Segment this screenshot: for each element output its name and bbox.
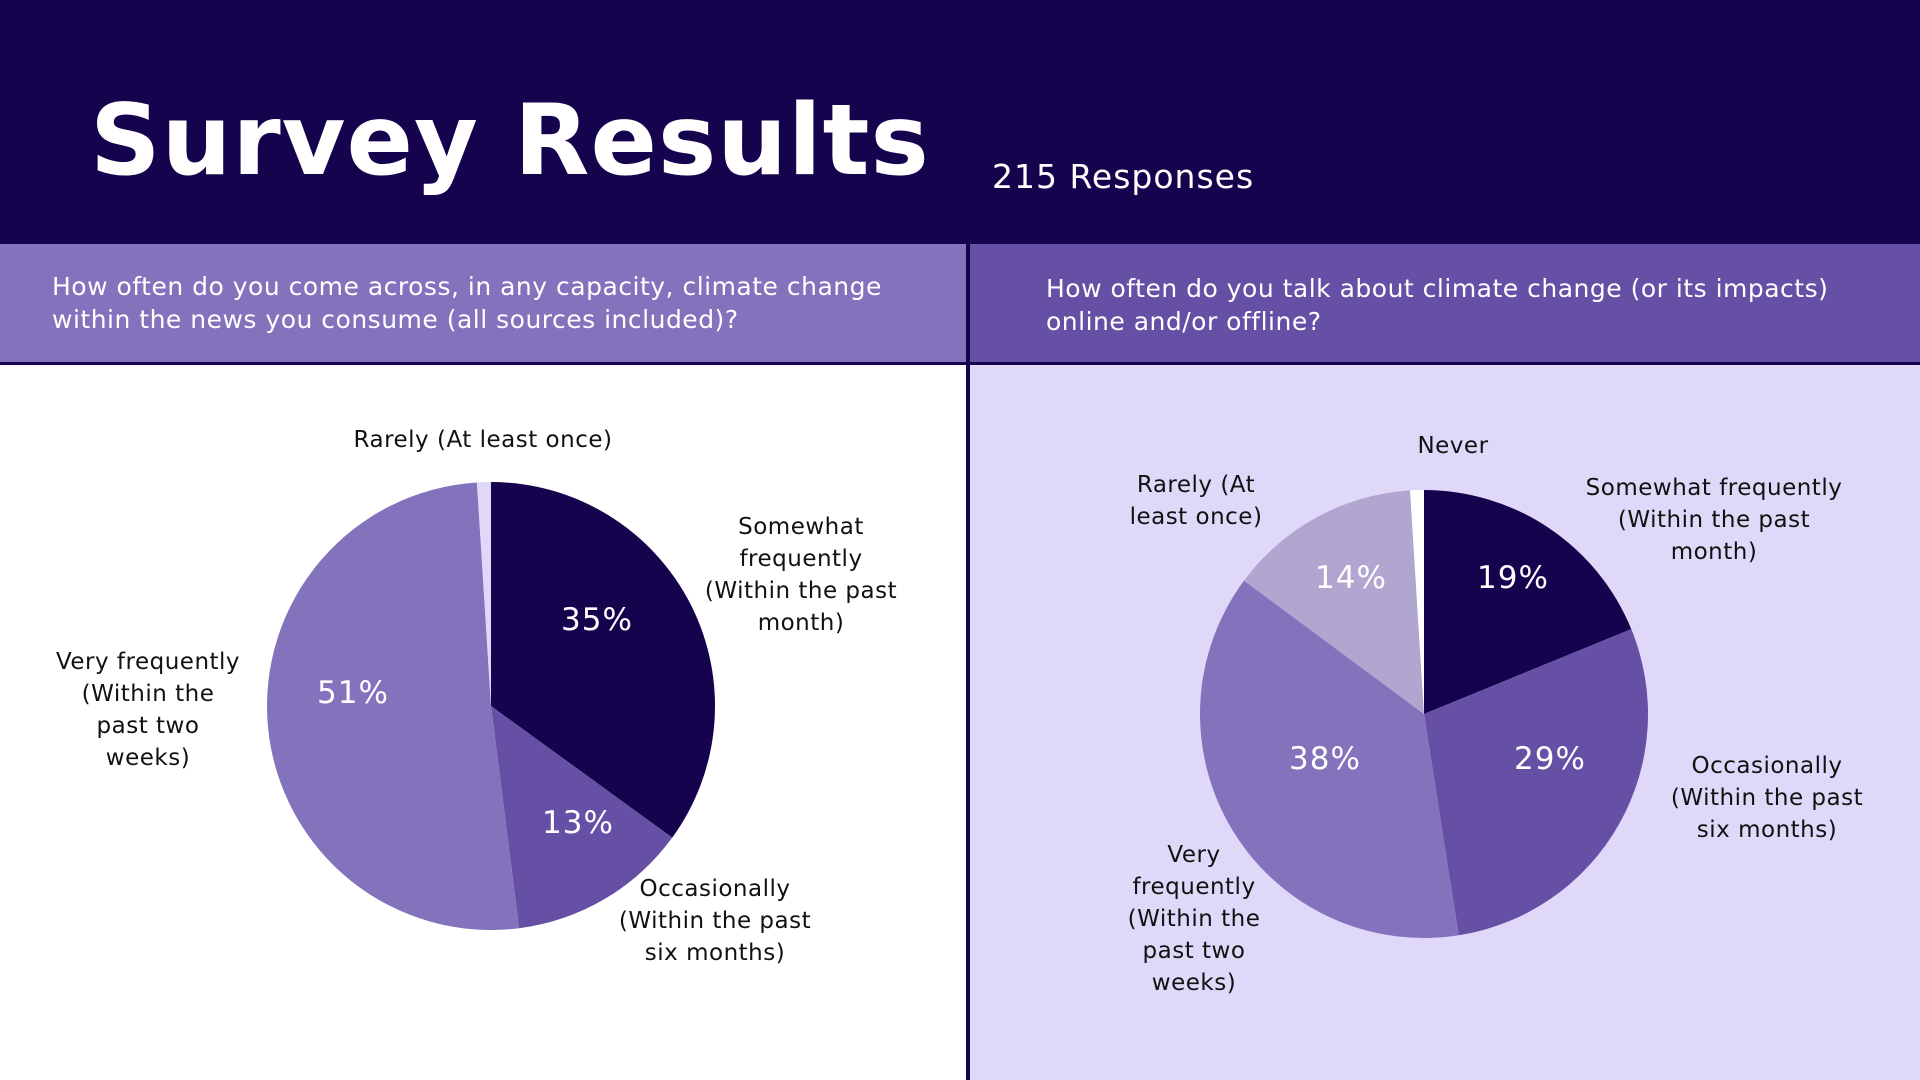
page-title: Survey Results — [90, 84, 930, 198]
slice-category-label: Never — [1417, 433, 1488, 459]
pie-slice — [1424, 490, 1632, 714]
pie-slice — [1424, 629, 1648, 936]
question-right: How often do you talk about climate chan… — [970, 244, 1920, 362]
slice-category-label: Somewhat frequently (Within the past month… — [1586, 475, 1843, 565]
slice-value-label: 38% — [1289, 741, 1361, 777]
slice-value-label: 19% — [1477, 560, 1549, 596]
slice-category-label: Occasionally (Within the past six months) — [619, 876, 811, 966]
slice-category-label: Rarely (At least once) — [354, 427, 613, 453]
slice-category-label: Very frequently (Within the past two weeks) — [56, 649, 240, 771]
pie-chart-2: 19% 29% 38% 14% Somewhat frequently (Within t… — [1128, 433, 1863, 996]
response-count: 215 Responses — [992, 157, 1255, 196]
header-banner: Survey Results 215 Responses — [0, 0, 1920, 244]
pie-chart-1: 35% 13% 51% Somewhat frequently (Within the p… — [56, 427, 897, 966]
slice-value-label: 14% — [1315, 560, 1387, 596]
slice-category-label: Very frequently (Within the past two weeks) — [1128, 842, 1261, 996]
question-left: How often do you come across, in any cap… — [0, 244, 966, 362]
pie-slice — [476, 482, 491, 706]
slice-category-label: Rarely (At least once) — [1130, 472, 1263, 530]
vertical-divider — [966, 244, 970, 1080]
pie-slice — [491, 482, 715, 838]
slice-value-label: 51% — [317, 675, 389, 711]
slice-value-label: 29% — [1514, 741, 1586, 777]
pie-slice — [1410, 490, 1424, 714]
pie-slice — [1199, 580, 1459, 939]
pie-slice — [1244, 490, 1424, 714]
slice-value-label: 13% — [542, 805, 614, 841]
pie-slice — [491, 706, 673, 929]
slice-category-label: Occasionally (Within the past six months) — [1671, 753, 1863, 843]
slice-value-label: 35% — [561, 602, 633, 638]
horizontal-divider — [0, 362, 1920, 365]
slice-category-label: Somewhat frequently (Within the past month) — [705, 514, 897, 636]
pie-slice — [267, 482, 520, 930]
